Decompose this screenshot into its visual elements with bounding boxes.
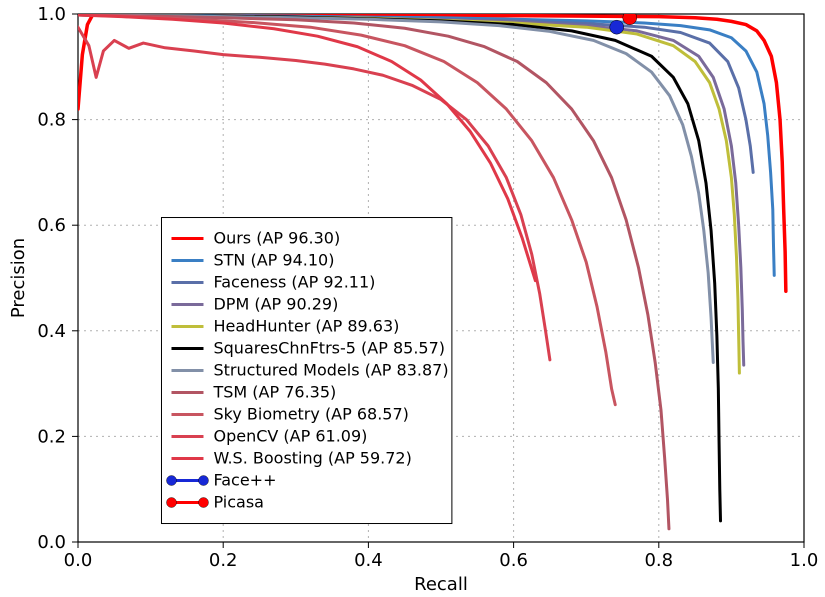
legend-marker bbox=[198, 498, 208, 508]
legend-label: Picasa bbox=[213, 493, 263, 512]
x-tick-label: 0.0 bbox=[64, 550, 93, 571]
legend-marker bbox=[166, 476, 176, 486]
legend-label: TSM (AP 76.35) bbox=[212, 383, 336, 402]
x-tick-label: 0.6 bbox=[499, 550, 528, 571]
legend-label: DPM (AP 90.29) bbox=[213, 295, 338, 314]
legend-label: Ours (AP 96.30) bbox=[213, 229, 340, 248]
x-tick-label: 0.2 bbox=[209, 550, 238, 571]
y-tick-label: 0.6 bbox=[37, 215, 66, 236]
y-tick-label: 0.8 bbox=[37, 110, 66, 131]
legend-label: STN (AP 94.10) bbox=[213, 251, 334, 270]
series-facepp bbox=[610, 20, 624, 34]
legend-marker bbox=[166, 498, 176, 508]
precision-recall-chart: 0.0 0.2 0.4 0.6 0.8 1.0 0.0 0.2 0.4 0.6 0.8 1.0 Reca… bbox=[0, 0, 825, 597]
legend-label: OpenCV (AP 61.09) bbox=[213, 427, 367, 446]
y-tick-label: 1.0 bbox=[37, 4, 66, 25]
legend-label: Structured Models (AP 83.87) bbox=[213, 361, 448, 380]
y-tick-label: 0.0 bbox=[37, 532, 66, 553]
y-axis-label: Precision bbox=[8, 238, 29, 318]
legend: Ours (AP 96.30) STN (AP 94.10) Faceness (A… bbox=[161, 218, 451, 524]
legend-label: Sky Biometry (AP 68.57) bbox=[213, 405, 408, 424]
legend-marker bbox=[198, 476, 208, 486]
x-tick-label: 1.0 bbox=[790, 550, 819, 571]
legend-label: SquaresChnFtrs-5 (AP 85.57) bbox=[213, 339, 445, 358]
legend-label: Face++ bbox=[213, 471, 276, 490]
y-tick-label: 0.2 bbox=[37, 426, 66, 447]
legend-label: Faceness (AP 92.11) bbox=[213, 273, 375, 292]
legend-label: HeadHunter (AP 89.63) bbox=[213, 317, 399, 336]
legend-label: W.S. Boosting (AP 59.72) bbox=[213, 449, 411, 468]
x-tick-label: 0.8 bbox=[644, 550, 673, 571]
x-tick-label: 0.4 bbox=[354, 550, 383, 571]
y-tick-label: 0.4 bbox=[37, 321, 66, 342]
series-picasa bbox=[623, 11, 637, 25]
x-axis-label: Recall bbox=[414, 574, 468, 595]
